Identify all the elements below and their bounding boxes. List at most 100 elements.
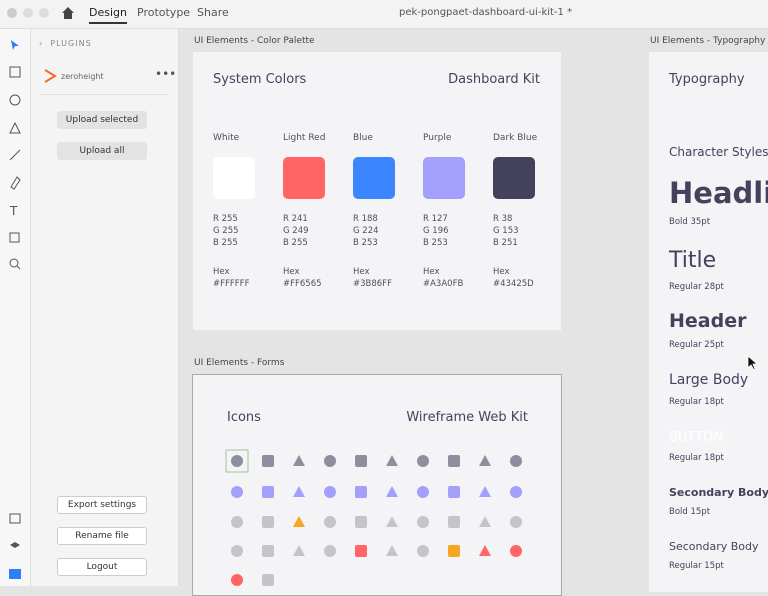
icon <box>510 545 522 557</box>
rgb-value: R 38 <box>493 214 513 224</box>
rgb-value: R 241 <box>283 214 308 224</box>
icon <box>324 516 336 528</box>
icon <box>324 545 336 557</box>
rgb-value: R 127 <box>423 214 448 224</box>
color-swatch <box>283 157 325 199</box>
rgb-value: R 188 <box>353 214 378 224</box>
color-swatch <box>423 157 465 199</box>
file-name[interactable]: pek-pongpaet-dashboard-ui-kit-1 * <box>399 7 573 18</box>
icon <box>324 486 336 498</box>
icon <box>225 449 249 473</box>
card-title: Typography <box>669 72 745 87</box>
style-sample: BUTTON <box>669 430 724 445</box>
tab[interactable]: Share <box>197 6 229 19</box>
button[interactable]: Upload all <box>57 142 147 160</box>
icon <box>355 516 367 528</box>
hex-value: #A3A0FB <box>423 279 464 289</box>
rgb-value: R 255 <box>213 214 238 224</box>
hex-value: #FF6565 <box>283 279 322 289</box>
icon <box>417 486 429 498</box>
hex-value: #3B86FF <box>353 279 392 289</box>
forms-artboard: Icons Wireframe Web Kit <box>192 374 562 596</box>
button[interactable]: Upload selected <box>57 111 147 129</box>
icon <box>448 516 460 528</box>
artboard-label: UI Elements - Typography <box>650 36 766 46</box>
style-spec: Bold 35pt <box>669 217 711 227</box>
icon <box>262 455 274 467</box>
icon <box>448 455 460 467</box>
tab[interactable]: Prototype <box>137 6 191 19</box>
rgb-value: B 251 <box>493 238 518 248</box>
icon <box>262 545 274 557</box>
card-kit: Dashboard Kit <box>448 72 540 87</box>
section-title: Character Styles <box>669 145 768 159</box>
hex-label: Hex <box>423 267 440 277</box>
color-swatch <box>353 157 395 199</box>
icon <box>355 545 367 557</box>
icon <box>231 455 243 467</box>
icon <box>386 486 398 497</box>
top-bar: Design Prototype Share pek-pongpaet-dash… <box>0 0 768 29</box>
color-name: Light Red <box>283 133 326 143</box>
style-spec: Regular 28pt <box>669 282 724 292</box>
color-name: Dark Blue <box>493 133 538 143</box>
plugin-name: zeroheight <box>61 72 104 81</box>
card-kit: Wireframe Web Kit <box>406 410 528 425</box>
icon-grid <box>225 449 522 586</box>
rgb-value: G 249 <box>283 226 309 236</box>
icon <box>448 486 460 498</box>
style-spec: Regular 18pt <box>669 397 724 407</box>
icon <box>386 545 398 556</box>
icon <box>448 545 460 557</box>
card-title: Icons <box>227 410 261 425</box>
icon <box>417 455 429 467</box>
tab[interactable]: Design <box>89 6 127 24</box>
icon <box>355 486 367 498</box>
button[interactable]: Export settings <box>57 496 147 514</box>
style-spec: Regular 25pt <box>669 340 724 350</box>
icon <box>231 545 243 557</box>
tool-icons: T <box>9 40 21 579</box>
style-sample: Secondary Body <box>669 540 759 553</box>
icon <box>293 516 305 527</box>
icon <box>262 486 274 498</box>
style-spec: Regular 18pt <box>669 453 724 463</box>
color-name: White <box>213 133 240 143</box>
style-sample: Secondary Body <box>669 486 768 499</box>
icon <box>293 455 305 466</box>
icon <box>355 455 367 467</box>
icon <box>324 455 336 467</box>
rgb-value: G 153 <box>493 226 519 236</box>
style-spec: Regular 15pt <box>669 561 724 571</box>
divider <box>39 94 169 95</box>
typography-artboard: Typography Character Styles Headline Bold… <box>649 52 768 592</box>
button[interactable]: Rename file <box>57 527 147 545</box>
icon <box>417 545 429 557</box>
icon <box>479 486 491 497</box>
toolbar: T <box>0 29 31 586</box>
icon <box>479 545 491 556</box>
rgb-value: B 253 <box>353 238 378 248</box>
rgb-value: B 255 <box>283 238 308 248</box>
icon <box>231 486 243 498</box>
more-menu[interactable]: ••• <box>155 67 177 81</box>
card-title: System Colors <box>213 72 307 87</box>
icon <box>231 516 243 528</box>
icon <box>231 574 243 586</box>
icon <box>510 516 522 528</box>
rgb-value: B 255 <box>213 238 238 248</box>
color-palette-artboard: System Colors Dashboard Kit White R 255 G … <box>193 52 561 330</box>
button[interactable]: Logout <box>57 558 147 576</box>
icon <box>479 455 491 466</box>
icon <box>417 516 429 528</box>
plugin-logo <box>44 69 57 83</box>
artboard-label: UI Elements - Color Palette <box>194 36 315 46</box>
icon <box>262 516 274 528</box>
hex-label: Hex <box>283 267 300 277</box>
rgb-value: B 253 <box>423 238 448 248</box>
cursor <box>747 355 758 371</box>
hex-value: #FFFFFF <box>213 279 250 289</box>
panel-title: PLUGINS <box>50 39 92 48</box>
style-sample: Headline <box>669 176 768 210</box>
